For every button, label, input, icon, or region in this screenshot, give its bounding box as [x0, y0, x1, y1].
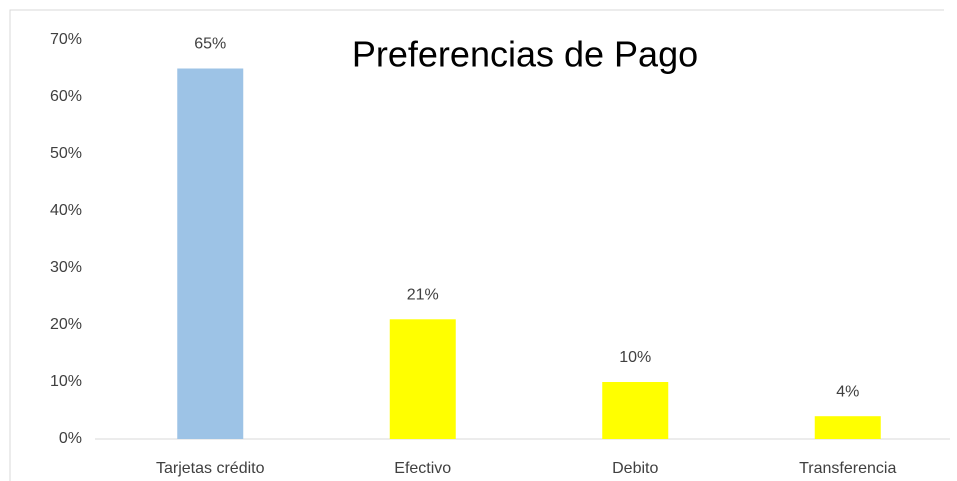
y-tick-label: 50% — [50, 145, 82, 162]
x-tick-label: Tarjetas crédito — [156, 460, 265, 477]
y-tick-label: 30% — [50, 259, 82, 276]
data-label: 65% — [194, 36, 226, 53]
bar — [177, 68, 244, 439]
y-tick-label: 0% — [59, 430, 82, 447]
chart-frame — [9, 9, 944, 481]
y-tick-label: 20% — [50, 316, 82, 333]
bar — [814, 416, 881, 439]
data-label: 4% — [836, 383, 859, 400]
x-tick-label: Debito — [612, 460, 658, 477]
bar — [602, 382, 669, 439]
y-tick-label: 70% — [50, 31, 82, 48]
x-tick-label: Efectivo — [394, 460, 451, 477]
data-label: 10% — [619, 349, 651, 366]
data-label: 21% — [407, 287, 439, 304]
chart-title: Preferencias de Pago — [352, 34, 698, 75]
bar — [389, 319, 456, 439]
y-tick-label: 10% — [50, 373, 82, 390]
y-tick-label: 60% — [50, 88, 82, 105]
y-tick-label: 40% — [50, 202, 82, 219]
x-tick-label: Transferencia — [799, 460, 896, 477]
